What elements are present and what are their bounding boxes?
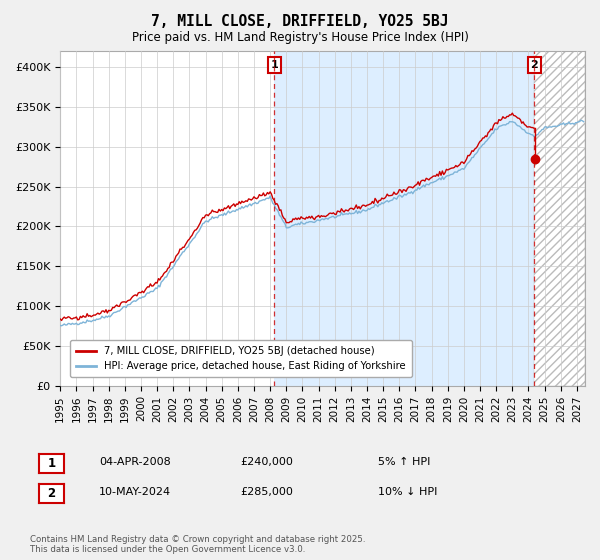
Text: 10-MAY-2024: 10-MAY-2024 [99,487,171,497]
Bar [535,52,585,386]
Text: 7, MILL CLOSE, DRIFFIELD, YO25 5BJ: 7, MILL CLOSE, DRIFFIELD, YO25 5BJ [151,14,449,29]
Bar [274,52,535,386]
Text: 04-APR-2008: 04-APR-2008 [99,457,171,467]
Text: 1: 1 [47,457,56,470]
Text: Contains HM Land Registry data © Crown copyright and database right 2025.
This d: Contains HM Land Registry data © Crown c… [30,535,365,554]
Bar [535,52,585,386]
Legend: 7, MILL CLOSE, DRIFFIELD, YO25 5BJ (detached house), HPI: Average price, detache: 7, MILL CLOSE, DRIFFIELD, YO25 5BJ (deta… [70,340,412,377]
Text: £240,000: £240,000 [240,457,293,467]
Text: Price paid vs. HM Land Registry's House Price Index (HPI): Price paid vs. HM Land Registry's House … [131,31,469,44]
Text: 2: 2 [47,487,56,500]
Text: 1: 1 [270,60,278,70]
Text: 2: 2 [530,60,538,70]
Text: 5% ↑ HPI: 5% ↑ HPI [378,457,430,467]
Text: £285,000: £285,000 [240,487,293,497]
Text: 10% ↓ HPI: 10% ↓ HPI [378,487,437,497]
